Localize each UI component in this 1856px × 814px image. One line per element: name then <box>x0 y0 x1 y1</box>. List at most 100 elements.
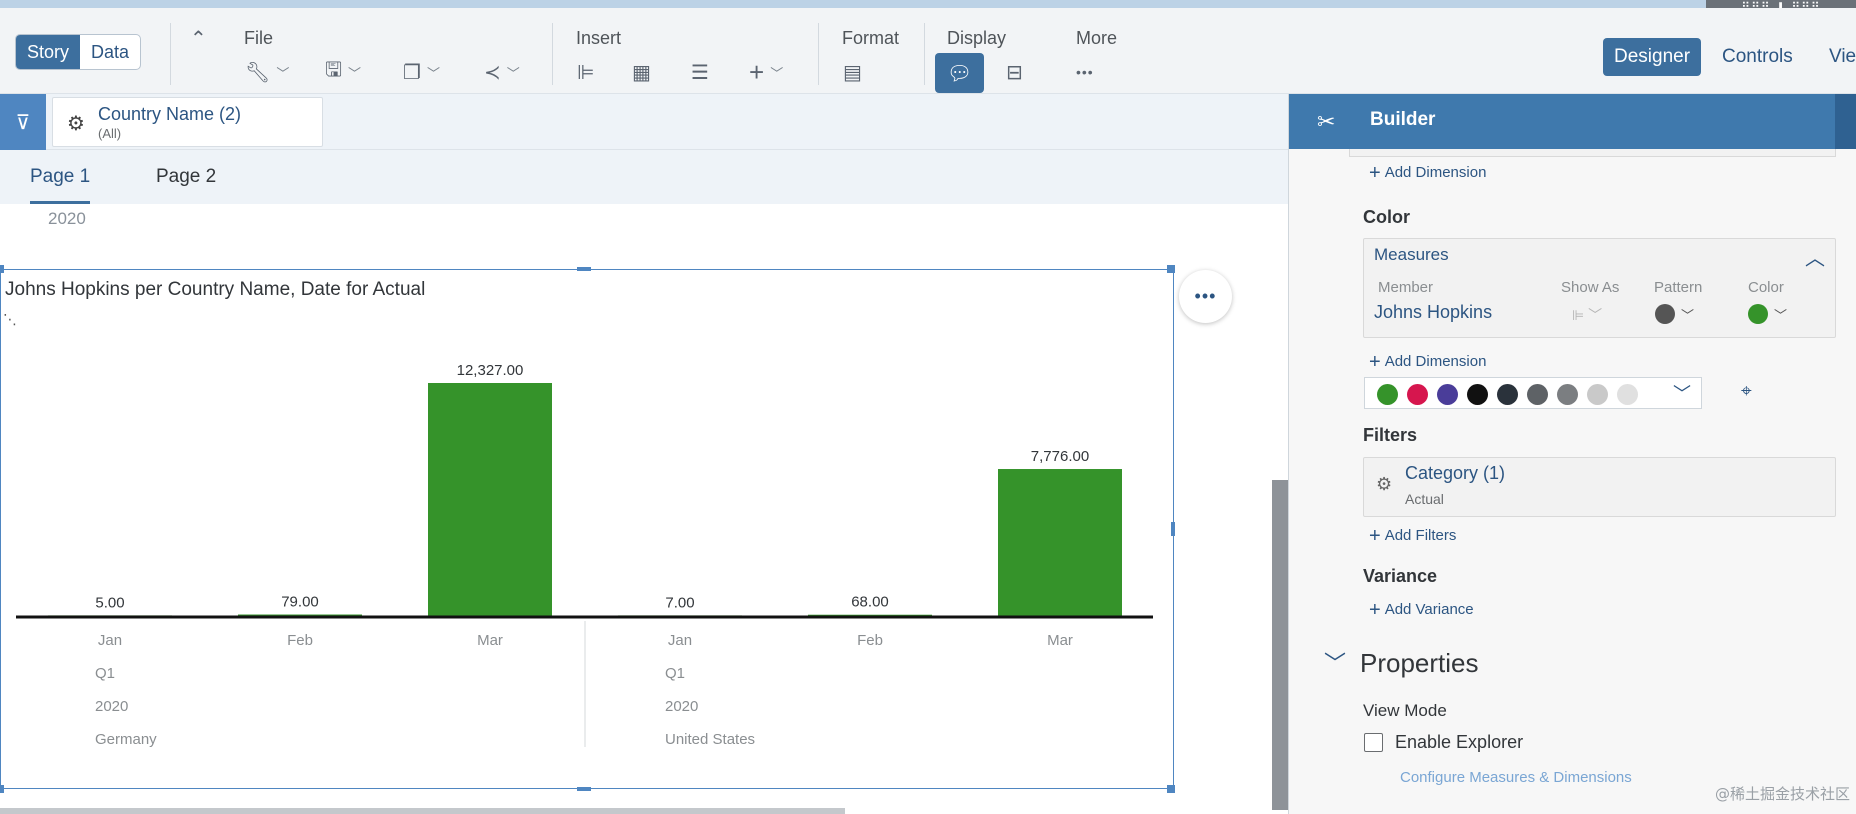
chart-bar[interactable] <box>238 614 362 616</box>
enable-explorer-label: Enable Explorer <box>1395 732 1524 752</box>
measures-title: Measures <box>1374 245 1449 264</box>
view-mode-button[interactable]: View <box>1829 46 1856 67</box>
x-tick-label: Jan <box>668 632 692 649</box>
x-tick-label: Feb <box>857 632 883 649</box>
country-label: United States <box>665 731 755 748</box>
more-options-icon[interactable]: ••• <box>1076 64 1094 80</box>
add-filter-icon[interactable]: ⊽ <box>0 94 46 150</box>
resize-handle[interactable] <box>1167 785 1175 793</box>
dimension-icon: ⚙︎ <box>1376 474 1393 494</box>
tab-page-1[interactable]: Page 1 <box>30 166 91 187</box>
chart-bar[interactable] <box>428 383 552 616</box>
palette-swatch <box>1437 384 1458 405</box>
x-tick-label: Mar <box>477 632 503 649</box>
chevron-down-icon: ﹀ <box>1774 307 1788 323</box>
filter-card-value: Actual <box>1405 491 1444 507</box>
story-data-toggle: Story Data <box>15 34 142 70</box>
add-dimension-link[interactable]: + Add Dimension <box>1369 162 1487 184</box>
page-tabs: Page 1 Page 2 <box>0 150 1288 204</box>
member-value[interactable]: Johns Hopkins <box>1374 302 1493 322</box>
designer-mode-button[interactable]: Designer <box>1603 38 1702 76</box>
collapse-chevron-icon[interactable]: ︿ <box>1805 248 1825 270</box>
layout-view-icon[interactable]: ⊟ <box>1006 61 1023 84</box>
color-sync-icon[interactable]: ⌖ <box>1741 381 1752 402</box>
controls-mode-button[interactable]: Controls <box>1722 46 1793 67</box>
watermark: @稀土掘金技术社区 <box>1714 785 1850 803</box>
vertical-scrollbar[interactable] <box>1272 480 1288 810</box>
add-dimension-link[interactable]: + Add Dimension <box>1369 351 1487 373</box>
palette-dropdown-icon[interactable]: ﹀ <box>1673 384 1691 404</box>
save-icon[interactable]: 🖫 ﹀ <box>325 59 362 81</box>
category-filter-card[interactable]: ⚙︎ Category (1) Actual <box>1363 457 1836 517</box>
chart-bar[interactable] <box>998 469 1122 616</box>
dimension-card-bottom <box>1349 149 1836 157</box>
palette-swatch <box>1617 384 1638 405</box>
x-tick-label: Jan <box>98 632 122 649</box>
resize-handle[interactable] <box>1171 522 1175 536</box>
data-label: 79.00 <box>281 594 319 611</box>
add-more-icon[interactable]: + ﹀ <box>749 56 784 87</box>
tab-page-2[interactable]: Page 2 <box>156 166 217 187</box>
palette-swatch <box>1407 384 1428 405</box>
variance-section-title: Variance <box>1363 566 1438 586</box>
palette-swatch <box>1377 384 1398 405</box>
color-selector[interactable]: ﹀ <box>1748 304 1787 324</box>
edit-tools-icon[interactable]: 🔧︎ ﹀ <box>245 61 290 84</box>
enable-explorer-checkbox[interactable] <box>1364 733 1383 752</box>
chart-bar[interactable] <box>808 614 932 616</box>
toolbar: Story Data ⌃ File 🔧︎ ﹀ 🖫 ﹀ ❐ ﹀ ≺ ﹀ Insert ⊫ … <box>0 8 1856 94</box>
chart-more-button[interactable]: ••• <box>1179 270 1232 323</box>
file-group-label: File <box>244 28 274 48</box>
properties-title[interactable]: Properties <box>1360 648 1479 678</box>
x-tick-label: Feb <box>287 632 313 649</box>
collapse-toolbar-icon[interactable]: ⌃ <box>190 28 207 50</box>
insert-chart-icon[interactable]: ⊫ <box>577 61 595 84</box>
story-button[interactable]: Story <box>16 35 81 69</box>
member-column-label: Member <box>1378 279 1434 296</box>
palette-swatch <box>1587 384 1608 405</box>
show-as-column-label: Show As <box>1561 279 1620 296</box>
filter-chip-value: (All) <box>98 126 122 141</box>
toolbar-divider <box>170 23 171 85</box>
data-button[interactable]: Data <box>91 42 130 62</box>
comment-mode-icon[interactable]: 💬︎ <box>935 53 984 93</box>
data-label: 5.00 <box>95 594 124 611</box>
country-label: Germany <box>95 731 157 748</box>
year-header: 2020 <box>48 209 86 228</box>
data-label: 68.00 <box>851 594 889 611</box>
filter-card-title: Category (1) <box>1405 463 1506 483</box>
resize-handle[interactable] <box>577 267 591 271</box>
data-label: 12,327.00 <box>457 362 524 379</box>
view-mode-label: View Mode <box>1363 701 1447 720</box>
properties-chevron-icon[interactable]: ﹀ <box>1324 651 1347 676</box>
pattern-selector[interactable]: ﹀ <box>1655 304 1694 324</box>
copy-icon[interactable]: ❐ ﹀ <box>403 61 440 84</box>
dimension-icon: ⚙︎ <box>67 113 85 135</box>
hierarchy-icon[interactable]: ⋱ <box>3 311 17 327</box>
resize-handle[interactable] <box>0 265 4 273</box>
builder-tools-icon: ✂︎ <box>1317 109 1336 134</box>
resize-handle[interactable] <box>1167 265 1175 273</box>
builder-panel: ✂︎ Builder + Add Dimension Color Measures… <box>1288 94 1856 814</box>
country-filter-chip[interactable]: ⚙︎ Country Name (2) (All) <box>52 97 323 147</box>
resize-handle[interactable] <box>577 787 591 791</box>
color-column-label: Color <box>1748 279 1784 296</box>
panel-edge <box>1835 94 1856 149</box>
x-tick-label: Mar <box>1047 632 1073 649</box>
horizontal-scrollbar[interactable] <box>0 808 845 814</box>
insert-group-label: Insert <box>576 28 622 48</box>
add-filters-link[interactable]: + Add Filters <box>1369 525 1457 547</box>
insert-table-icon[interactable]: ▦ <box>632 61 651 84</box>
resize-handle[interactable] <box>0 785 4 793</box>
color-palette-selector[interactable]: ﹀ <box>1364 377 1702 409</box>
configure-measures-link[interactable]: Configure Measures & Dimensions <box>1400 769 1632 786</box>
toolbar-divider <box>552 23 553 85</box>
filters-section-title: Filters <box>1363 425 1418 445</box>
measures-card: Measures ︿ Member Show As Pattern Color … <box>1363 238 1836 338</box>
add-variance-link[interactable]: + Add Variance <box>1369 599 1474 621</box>
share-icon[interactable]: ≺ ﹀ <box>484 61 520 84</box>
format-icon[interactable]: ▤ <box>843 61 862 84</box>
display-group-label: Display <box>947 28 1007 48</box>
pattern-swatch <box>1655 304 1675 324</box>
input-control-icon[interactable]: ☰ <box>691 61 709 84</box>
